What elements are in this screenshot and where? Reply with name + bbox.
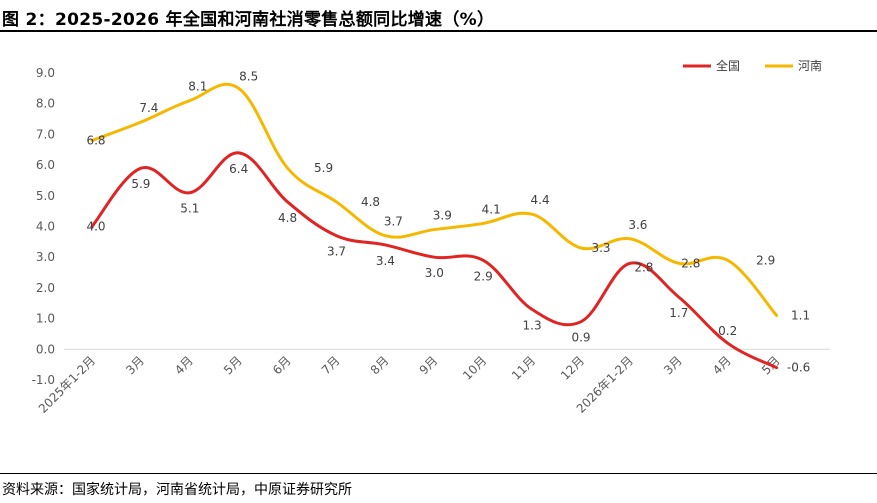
y-tick-label: -1.0	[32, 373, 55, 387]
y-tick-label: 9.0	[36, 66, 55, 80]
data-label: 4.8	[361, 195, 380, 209]
data-label: 6.8	[86, 134, 105, 148]
data-label: 2.9	[756, 253, 775, 267]
y-tick-label: 1.0	[36, 312, 55, 326]
title-divider	[0, 30, 877, 32]
legend-label: 全国	[716, 58, 740, 73]
x-tick-label: 7月	[319, 354, 343, 378]
x-tick-label: 6月	[270, 354, 294, 378]
source-note: 资料来源：国家统计局，河南省统计局，中原证券研究所	[2, 482, 352, 498]
data-label: 3.0	[425, 266, 444, 280]
figure-title: 图 2：2025-2026 年全国和河南社消零售总额同比增速（%）	[2, 10, 495, 30]
legend: 全国 河南	[683, 58, 822, 73]
y-tick-label: 7.0	[36, 127, 55, 141]
data-label: 5.1	[180, 202, 199, 216]
x-tick-label: 12月	[558, 354, 587, 383]
series-layer	[90, 82, 779, 370]
data-label: 4.4	[531, 193, 550, 207]
data-label: 0.2	[718, 324, 737, 338]
y-tick-label: 5.0	[36, 189, 55, 203]
data-label: 4.8	[278, 211, 297, 225]
x-tick-label: 4月	[710, 354, 734, 378]
y-tick-label: 3.0	[36, 250, 55, 264]
data-label: 8.5	[239, 69, 258, 83]
x-tick-label: 10月	[460, 354, 489, 383]
data-label: 6.4	[229, 162, 248, 176]
data-label: 4.0	[86, 220, 105, 234]
y-tick-label: 2.0	[36, 281, 55, 295]
data-label: 3.7	[327, 245, 346, 259]
x-tick-label: 5月	[221, 354, 245, 378]
data-label: 3.9	[433, 209, 452, 223]
data-label: 0.9	[571, 331, 590, 345]
data-label: 2.9	[474, 269, 493, 283]
data-label: 7.4	[139, 101, 158, 115]
data-label: 8.1	[188, 80, 207, 94]
series-line-henan	[90, 82, 779, 318]
y-tick-label: 8.0	[36, 97, 55, 111]
y-tick-label: 6.0	[36, 158, 55, 172]
source-divider	[0, 473, 877, 474]
y-axis: -1.0 0.0 1.0 2.0 3.0 4.0 5.0 6.0 7.0 8.0 9.0	[32, 66, 55, 387]
x-tick-label: 3月	[123, 354, 147, 378]
x-tick-label: 3月	[661, 354, 685, 378]
series-line-national	[90, 151, 779, 370]
data-label: 5.9	[131, 177, 150, 191]
data-label: 4.1	[482, 202, 501, 216]
data-label: 1.3	[523, 318, 542, 332]
y-tick-label: 4.0	[36, 220, 55, 234]
data-label: 3.4	[376, 254, 395, 268]
data-label: 1.1	[791, 309, 810, 323]
x-tick-label: 8月	[368, 354, 392, 378]
legend-label: 河南	[798, 58, 822, 73]
x-axis: 2025年1-2月 3月 4月 5月 6月 7月 8月 9月 10月 11月 12月2026年1-2…	[36, 348, 830, 416]
data-label: 5.9	[314, 161, 333, 175]
data-labels: 4.0 5.9 5.1 6.4 4.8 3.7 3.4 3.0 2.9 1.3 0.9 2.8 1.7 0…	[86, 69, 810, 374]
data-label: 1.7	[669, 306, 688, 320]
data-label: -0.6	[787, 361, 810, 375]
data-label: 2.8	[634, 260, 653, 274]
data-label: 2.8	[681, 256, 700, 270]
data-label: 3.3	[591, 241, 610, 255]
data-label: 3.6	[628, 218, 647, 232]
x-tick-label: 9月	[417, 354, 441, 378]
x-tick-label: 11月	[509, 354, 538, 383]
line-chart: -1.00.01.02.03.04.05.06.07.08.09.0 2025年…	[32, 58, 830, 416]
y-tick-label: 0.0	[36, 342, 55, 356]
x-tick-label: 4月	[172, 354, 196, 378]
data-label: 3.7	[384, 215, 403, 229]
